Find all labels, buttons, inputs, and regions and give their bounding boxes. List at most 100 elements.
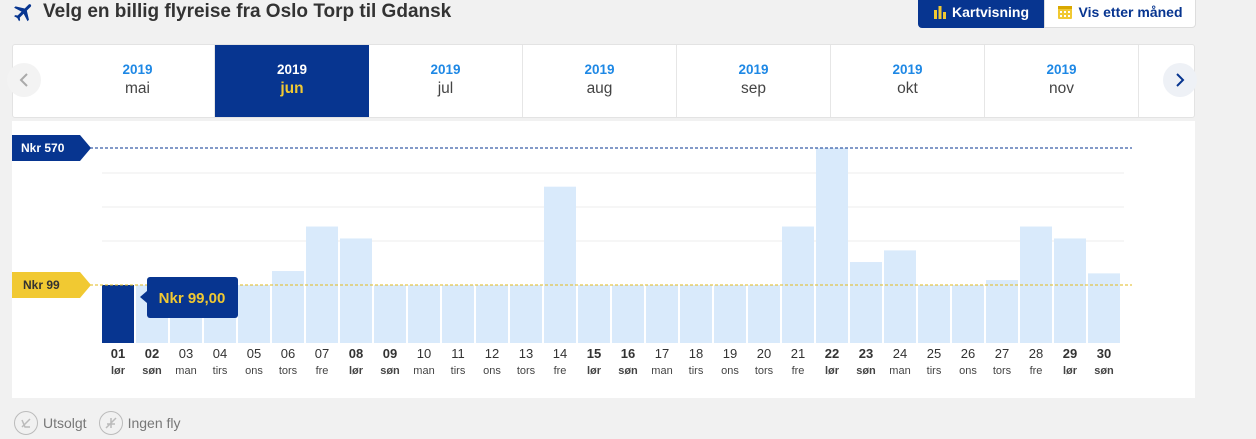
weekday-label: ons [245,365,263,377]
weekday-label: man [175,365,196,377]
price-bar[interactable] [442,285,474,343]
day-number-label: 04 [213,346,227,361]
day-number-label: 02 [145,346,159,361]
month-name: jun [280,80,304,97]
day-number-label: 18 [689,346,703,361]
weekday-label: søn [1094,365,1114,377]
price-bar[interactable] [1088,273,1120,343]
month-tab-nov[interactable]: 2019 nov [985,45,1139,117]
day-number-label: 28 [1029,346,1043,361]
day-number-label: 11 [451,346,465,361]
day-number-label: 20 [757,346,771,361]
legend-no-flights: Ingen fly [98,411,181,435]
price-bar[interactable] [238,285,270,343]
month-name: sep [741,80,766,97]
price-bar[interactable] [374,285,406,343]
price-bar[interactable] [544,186,576,343]
day-number-label: 03 [179,346,193,361]
month-tab-okt[interactable]: 2019 okt [831,45,985,117]
weekday-label: man [889,365,910,377]
day-number-label: 13 [519,346,533,361]
month-name: jul [437,80,454,97]
price-bar[interactable] [918,285,950,343]
weekday-label: lør [111,365,126,377]
weekday-label: man [413,365,434,377]
price-bar[interactable] [952,285,984,343]
price-bar[interactable] [884,250,916,343]
day-number-label: 23 [859,346,873,361]
price-bar[interactable] [408,285,440,343]
legend-sold-out: Utsolgt [14,411,87,435]
weekday-label: tors [517,365,536,377]
price-chart: 01 lør 02 søn 03 man 04 tirs 05 ons 06 tors 07 fre 08 l… [12,121,1195,398]
min-price-flag [12,272,91,298]
month-tab-sep[interactable]: 2019 sep [677,45,831,117]
bars-group [102,148,1120,343]
month-tab-mai[interactable]: 2019 mai [61,45,215,117]
weekday-label: ons [721,365,739,377]
price-bar[interactable] [1054,238,1086,343]
weekday-label: tors [993,365,1012,377]
month-name: okt [897,80,918,97]
month-year: 2019 [738,62,769,77]
day-number-label: 25 [927,346,941,361]
day-number-label: 06 [281,346,295,361]
calendar-icon [1058,6,1073,19]
month-tab-jun[interactable]: 2019 jun [215,45,369,117]
price-bar[interactable] [680,285,712,343]
price-bar[interactable] [748,285,780,343]
weekday-label: tirs [213,365,228,377]
month-view-button[interactable]: Vis etter måned [1044,0,1196,28]
weekday-label: søn [142,365,162,377]
weekday-label: søn [618,365,638,377]
price-bar[interactable] [816,148,848,343]
map-view-button[interactable]: Kartvisning [918,0,1044,28]
month-name: aug [586,80,613,97]
bar-chart-icon [933,6,946,19]
plane-icon [14,4,32,22]
sold-out-label: Utsolgt [43,415,87,431]
weekday-label: fre [792,365,805,377]
price-bar[interactable] [272,271,304,343]
month-year: 2019 [276,62,308,77]
price-bar[interactable] [714,285,746,343]
price-bar[interactable] [986,280,1018,343]
chevron-left-icon [19,73,28,87]
month-name: mai [125,80,150,97]
month-tab-jul[interactable]: 2019 jul [369,45,523,117]
month-year: 2019 [1046,62,1077,77]
day-number-label: 26 [961,346,975,361]
view-toggle: Kartvisning Vis etter måned [918,0,1196,28]
price-bar[interactable] [578,285,610,343]
weekday-label: tors [755,365,774,377]
weekday-label: tirs [689,365,704,377]
month-carousel: 2019 mai 2019 jun 2019 jul 2019 aug 2019… [7,44,1197,118]
month-tab-aug[interactable]: 2019 aug [523,45,677,117]
weekday-label: tirs [927,365,942,377]
day-number-label: 10 [417,346,431,361]
price-bar[interactable] [612,285,644,343]
prev-month-button[interactable] [7,63,41,97]
map-view-label: Kartvisning [951,4,1029,20]
day-number-label: 29 [1063,346,1077,361]
price-bar-chart: 01 lør 02 søn 03 man 04 tirs 05 ons 06 tors 07 fre 08 l… [12,135,1132,377]
day-number-label: 30 [1097,346,1111,361]
price-bar[interactable] [340,238,372,343]
price-bar[interactable] [102,285,134,343]
tooltip-price: Nkr 99,00 [159,290,226,307]
day-number-label: 05 [247,346,261,361]
price-bar[interactable] [850,262,882,343]
month-year: 2019 [430,62,461,77]
day-number-label: 12 [485,346,499,361]
weekday-label: ons [959,365,977,377]
next-month-button[interactable] [1163,63,1197,97]
price-bar[interactable] [646,285,678,343]
weekday-label: fre [316,365,329,377]
day-number-label: 16 [621,346,635,361]
sold-out-icon [14,411,38,435]
price-bar[interactable] [510,285,542,343]
no-flights-label: Ingen fly [127,415,181,431]
max-price-label: Nkr 570 [21,141,65,155]
legend: Utsolgt Ingen fly [14,411,193,435]
price-bar[interactable] [476,285,508,343]
